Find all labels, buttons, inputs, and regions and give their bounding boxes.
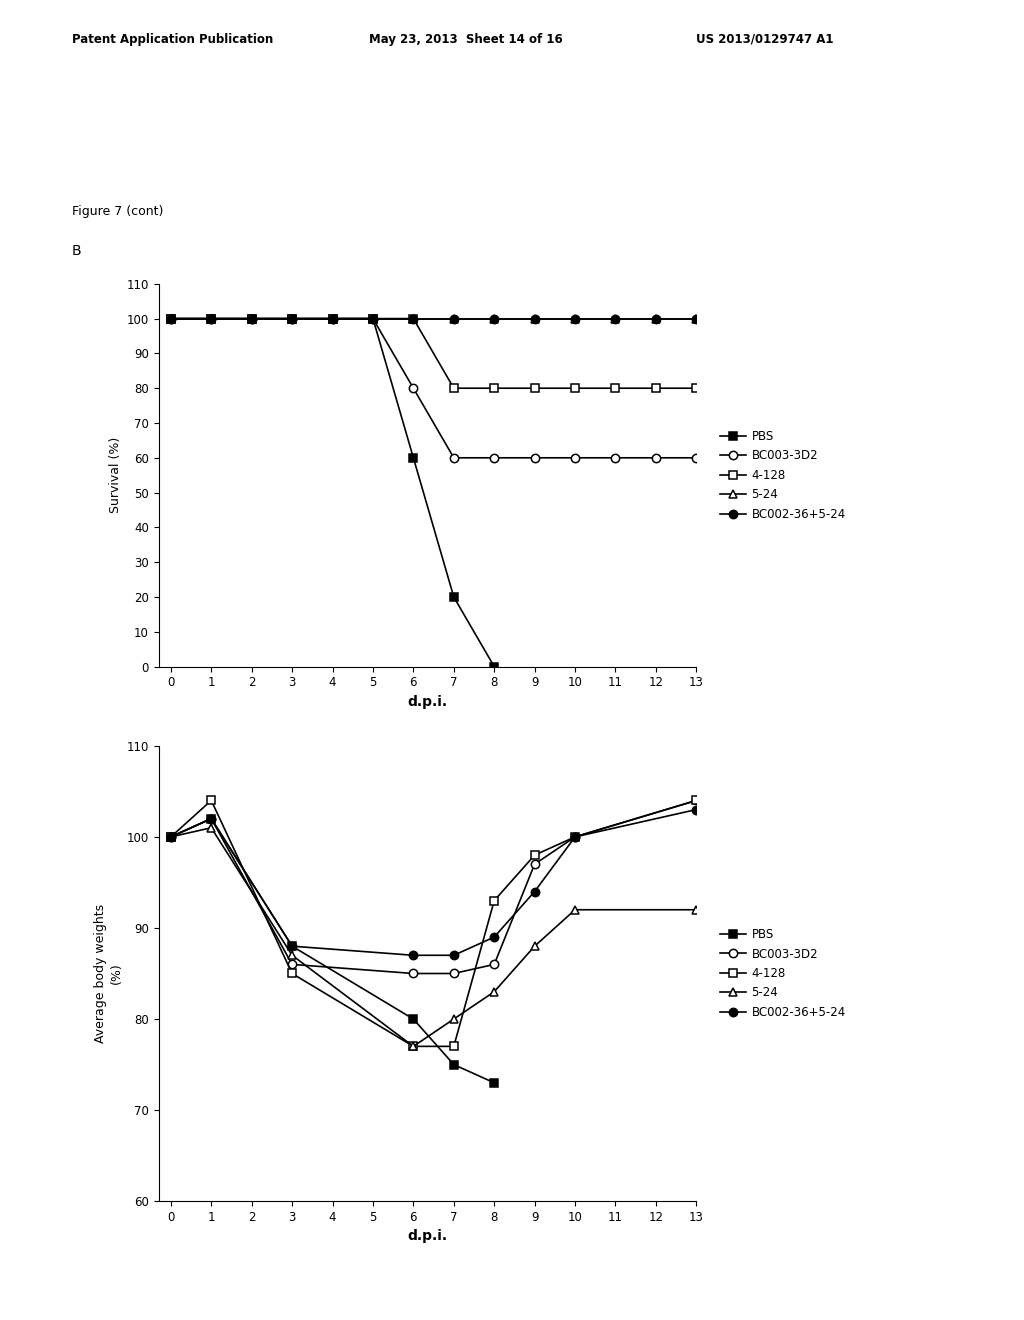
Text: B: B xyxy=(72,244,81,259)
Text: US 2013/0129747 A1: US 2013/0129747 A1 xyxy=(696,33,834,46)
Text: May 23, 2013  Sheet 14 of 16: May 23, 2013 Sheet 14 of 16 xyxy=(369,33,562,46)
Legend: PBS, BC003-3D2, 4-128, 5-24, BC002-36+5-24: PBS, BC003-3D2, 4-128, 5-24, BC002-36+5-… xyxy=(719,927,847,1020)
X-axis label: d.p.i.: d.p.i. xyxy=(408,1229,447,1243)
Text: Patent Application Publication: Patent Application Publication xyxy=(72,33,273,46)
Legend: PBS, BC003-3D2, 4-128, 5-24, BC002-36+5-24: PBS, BC003-3D2, 4-128, 5-24, BC002-36+5-… xyxy=(719,429,847,521)
X-axis label: d.p.i.: d.p.i. xyxy=(408,694,447,709)
Y-axis label: Average body weights
(%): Average body weights (%) xyxy=(94,904,123,1043)
Y-axis label: Survival (%): Survival (%) xyxy=(110,437,123,513)
Text: Figure 7 (cont): Figure 7 (cont) xyxy=(72,205,163,218)
